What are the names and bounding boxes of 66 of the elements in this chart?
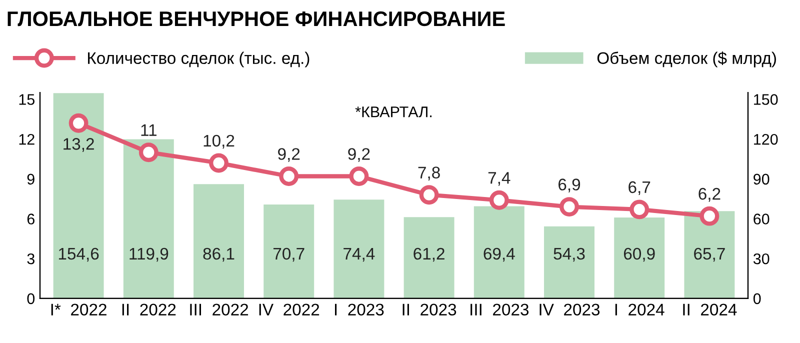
data-label: 11 [141, 124, 156, 136]
y2-tick-label: 0 [753, 293, 761, 304]
x-tick-label: II 2023 [402, 304, 456, 316]
annotation: *КВАРТАЛ. [355, 106, 432, 118]
data-label: 86,1 [203, 248, 234, 262]
bar [123, 139, 174, 298]
data-label: 9,2 [348, 148, 370, 162]
data-label: 70,7 [273, 248, 304, 262]
y-tick-label: 15 [19, 94, 34, 105]
y2-tick-label: 60 [754, 214, 770, 224]
y2-tick-label: 30 [753, 253, 770, 264]
data-label: 65,7 [694, 248, 725, 262]
point [419, 185, 439, 205]
data-label: 54,3 [554, 248, 585, 262]
x-tick-label: III 2022 [190, 304, 248, 316]
point [560, 197, 579, 217]
data-label: 74,4 [344, 248, 375, 262]
data-label: 10,2 [204, 134, 234, 149]
x-tick-label: III 2023 [470, 304, 529, 316]
data-label: 119,9 [130, 248, 168, 262]
bar [544, 226, 594, 298]
bar [684, 211, 735, 298]
y2-tick-label: 90 [754, 174, 770, 185]
bar [194, 184, 244, 298]
x-tick-label: I* 2022 [51, 304, 106, 316]
legend-label: Количество сделок (тыс. ед.) [88, 52, 310, 68]
x-tick-label: I 2024 [615, 304, 664, 316]
data-label: 154,6 [58, 248, 99, 262]
legend-label: Объем сделок ($ млрд) [597, 52, 776, 68]
bar [474, 206, 524, 298]
bar [53, 93, 104, 298]
point [68, 113, 88, 133]
y2-tick-label: 120 [754, 134, 778, 145]
x-tick-label: I 2023 [335, 304, 384, 316]
data-label: 6,9 [558, 178, 580, 192]
point [630, 200, 650, 220]
data-label: 9,2 [278, 148, 300, 162]
y-tick-label: 12 [19, 134, 34, 145]
data-label: 7,4 [488, 172, 510, 186]
x-tick-label: IV 2023 [540, 304, 600, 316]
data-label: 7,8 [418, 166, 440, 180]
data-label: 13,2 [64, 138, 94, 152]
bar [404, 217, 454, 298]
bar [334, 200, 384, 298]
y-tick-label: 6 [27, 214, 34, 224]
y2-tick-label: 150 [754, 94, 778, 105]
point [209, 153, 228, 173]
y-tick-label: 9 [27, 174, 34, 185]
x-tick-label: IV 2022 [259, 304, 320, 316]
y-tick-label: 3 [27, 253, 34, 264]
data-label: 6,2 [698, 188, 720, 202]
chart-title: ГЛОБАЛЬНОЕ ВЕНЧУРНОЕ ФИНАНСИРОВАНИЕ [8, 11, 505, 26]
bar [614, 218, 665, 298]
point [279, 166, 299, 186]
point [349, 166, 369, 186]
data-label: 69,4 [484, 248, 515, 262]
x-tick-label: II 2022 [122, 304, 176, 316]
point [138, 142, 158, 162]
data-label: 6,7 [628, 181, 650, 196]
data-label: 61,2 [414, 248, 444, 262]
x-tick-label: II 2024 [683, 304, 737, 316]
point [489, 190, 509, 210]
bar [264, 204, 314, 298]
y-tick-label: 0 [27, 293, 35, 304]
data-label: 60,9 [624, 248, 655, 262]
point [700, 206, 720, 226]
